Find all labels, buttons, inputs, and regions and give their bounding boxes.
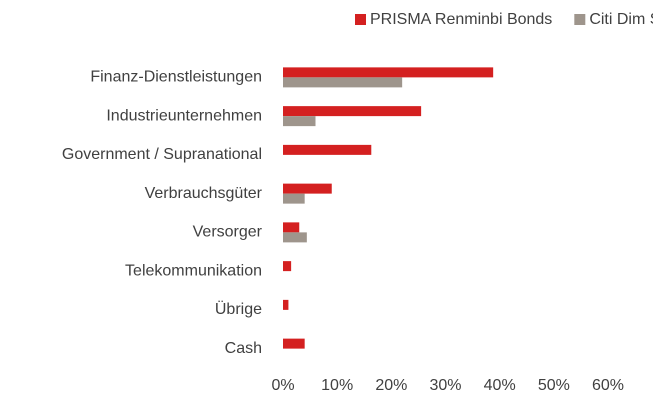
category-label: Übrige	[215, 300, 262, 318]
legend-swatch	[574, 14, 586, 25]
x-tick-label: 40%	[484, 377, 516, 394]
category-label: Verbrauchsgüter	[145, 185, 263, 202]
legend-swatch	[355, 14, 366, 25]
x-tick-label: 0%	[271, 377, 294, 394]
bar	[283, 183, 332, 194]
category-label: Finanz-Dienstleistungen	[90, 69, 262, 86]
category-label: Industrieunternehmen	[106, 107, 262, 124]
bar	[283, 77, 403, 88]
bar	[283, 116, 316, 127]
x-tick-label: 10%	[321, 377, 353, 394]
bar	[283, 232, 307, 243]
bar	[283, 338, 305, 349]
x-tick-label: 50%	[538, 377, 570, 394]
category-label: Cash	[225, 340, 262, 357]
legend-label: PRISMA Renminbi Bonds	[370, 11, 552, 28]
bar	[283, 222, 300, 233]
x-tick-label: 20%	[375, 377, 407, 394]
bar	[283, 193, 305, 204]
bar	[283, 106, 422, 117]
category-label: Government / Supranational	[62, 146, 262, 163]
category-label: Telekommunikation	[125, 262, 262, 279]
x-tick-label: 30%	[429, 377, 461, 394]
x-tick-label: 60%	[592, 377, 624, 394]
bar	[283, 261, 292, 272]
category-label: Versorger	[193, 224, 263, 241]
legend-label: Citi Dim Sum [*]	[589, 11, 653, 28]
bar	[283, 144, 372, 155]
bar	[283, 67, 494, 78]
bar	[283, 299, 289, 310]
